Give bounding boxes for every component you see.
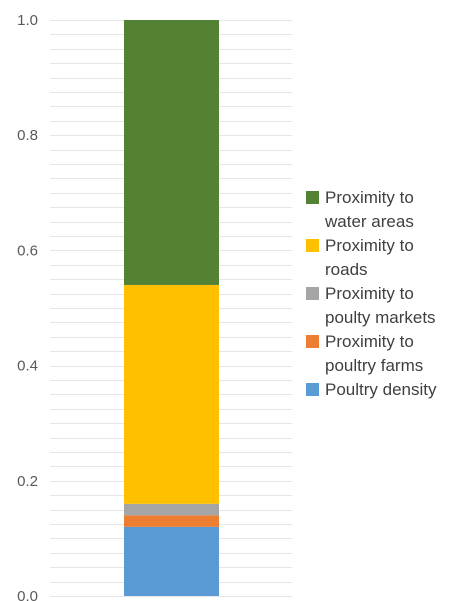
bar-segment-proximity-to-poultry-farms: [124, 515, 219, 527]
y-tick-label: 0.8: [17, 127, 38, 144]
bar-segments: [124, 20, 219, 596]
legend-item-roads: Proximity to roads: [306, 234, 459, 282]
y-tick-label: 0.2: [17, 473, 38, 490]
legend-swatch: [306, 287, 319, 300]
legend: Proximity to water areas Proximity to ro…: [306, 186, 459, 402]
legend-label: Proximity to water areas: [325, 188, 414, 231]
legend-label: Poultry density: [325, 380, 437, 399]
legend-item-water-areas: Proximity to water areas: [306, 186, 459, 234]
bar-segment-poultry-density: [124, 526, 219, 596]
legend-label: Proximity to roads: [325, 236, 414, 279]
y-tick-label: 0.6: [17, 242, 38, 259]
bar-segment-proximity-to-water-areas: [124, 20, 219, 285]
legend-label: Proximity to poulty markets: [325, 284, 436, 327]
legend-item-poultry-markets: Proximity to poulty markets: [306, 282, 459, 330]
legend-swatch: [306, 335, 319, 348]
legend-item-poultry-farms: Proximity to poultry farms: [306, 330, 459, 378]
y-axis-tick-labels: 0.0 0.2 0.4 0.6 0.8 1.0: [17, 12, 38, 601]
legend-swatch: [306, 239, 319, 252]
legend-swatch: [306, 383, 319, 396]
legend-item-poultry-density: Poultry density: [306, 378, 459, 402]
y-tick-label: 1.0: [17, 12, 38, 29]
legend-swatch: [306, 191, 319, 204]
bar-segment-proximity-to-poulty-markets: [124, 503, 219, 516]
y-tick-label: 0.0: [17, 588, 38, 601]
bar-segment-proximity-to-roads: [124, 284, 219, 504]
legend-label: Proximity to poultry farms: [325, 332, 424, 375]
y-tick-label: 0.4: [17, 358, 38, 375]
